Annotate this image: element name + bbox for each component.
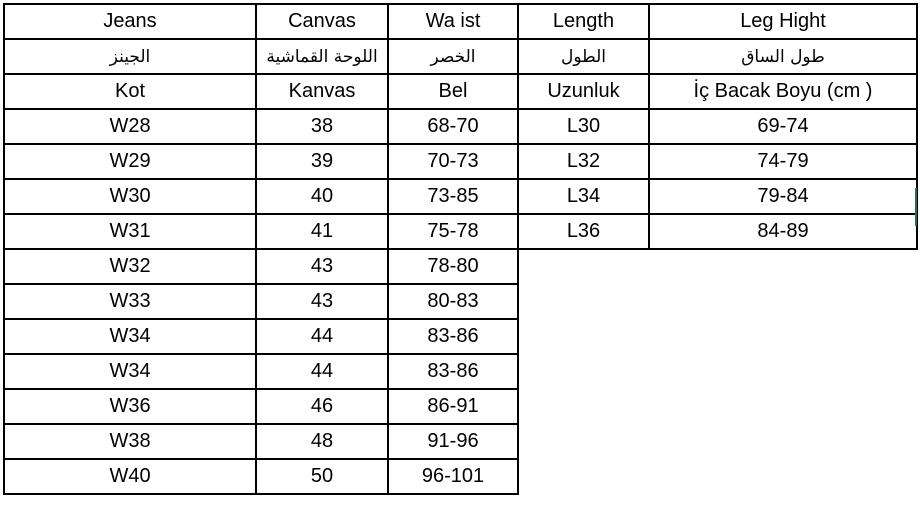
table-row: W28 38 68-70 L30 69-74 <box>3 108 918 145</box>
cell-length[interactable]: Length <box>517 3 650 40</box>
empty-cell[interactable] <box>518 249 649 284</box>
empty-cell[interactable] <box>518 459 649 494</box>
table-row: W34 44 83-86 <box>3 353 917 390</box>
empty-cell[interactable] <box>649 389 917 424</box>
table-row: W29 39 70-73 L32 74-79 <box>3 143 918 180</box>
cell-canvas[interactable]: 38 <box>255 108 389 145</box>
empty-cell[interactable] <box>518 424 649 459</box>
cell-jeans[interactable]: Jeans <box>3 3 257 40</box>
header-row: Jeans Canvas Wa ist Length Leg Hight <box>3 3 918 40</box>
table-row: W40 50 96-101 <box>3 458 917 495</box>
cell-leg-height[interactable]: 79-84 <box>648 178 918 215</box>
cell-waist[interactable]: 73-85 <box>387 178 519 215</box>
cell-canvas[interactable]: Canvas <box>255 3 389 40</box>
table-row: W36 46 86-91 <box>3 388 917 425</box>
cell-jeans[interactable]: W29 <box>3 143 257 180</box>
empty-cell[interactable] <box>518 284 649 319</box>
empty-cell[interactable] <box>649 424 917 459</box>
cell-waist[interactable]: 68-70 <box>387 108 519 145</box>
cell-leg-height[interactable]: 74-79 <box>648 143 918 180</box>
cell-leg-height[interactable]: طول الساق <box>648 38 918 75</box>
cell-length[interactable]: L34 <box>517 178 650 215</box>
empty-cell[interactable] <box>649 284 917 319</box>
cell-canvas[interactable]: 43 <box>255 248 389 285</box>
cell-jeans[interactable]: الجينز <box>3 38 257 75</box>
cell-length[interactable]: L32 <box>517 143 650 180</box>
cell-waist[interactable]: 83-86 <box>387 318 519 355</box>
header-row: Kot Kanvas Bel Uzunluk İç Bacak Boyu (cm ) <box>3 73 918 110</box>
cell-jeans[interactable]: W34 <box>3 318 257 355</box>
cell-canvas[interactable]: 44 <box>255 353 389 390</box>
cell-jeans[interactable]: W33 <box>3 283 257 320</box>
cell-jeans[interactable]: W40 <box>3 458 257 495</box>
empty-cell[interactable] <box>649 319 917 354</box>
cell-waist[interactable]: 86-91 <box>387 388 519 425</box>
cell-jeans[interactable]: W38 <box>3 423 257 460</box>
cell-selection-indicator <box>915 188 917 226</box>
table-row: W34 44 83-86 <box>3 318 917 355</box>
empty-cell[interactable] <box>518 389 649 424</box>
table-row: W33 43 80-83 <box>3 283 917 320</box>
table-row: W38 48 91-96 <box>3 423 917 460</box>
table-row: W31 41 75-78 L36 84-89 <box>3 213 918 250</box>
cell-leg-height[interactable]: İç Bacak Boyu (cm ) <box>648 73 918 110</box>
cell-jeans[interactable]: W30 <box>3 178 257 215</box>
cell-jeans[interactable]: W32 <box>3 248 257 285</box>
cell-waist[interactable]: 75-78 <box>387 213 519 250</box>
size-chart-table: Jeans Canvas Wa ist Length Leg Hight الجينز ال… <box>3 3 918 495</box>
empty-cell[interactable] <box>518 354 649 389</box>
cell-length[interactable]: الطول <box>517 38 650 75</box>
cell-length[interactable]: Uzunluk <box>517 73 650 110</box>
cell-waist[interactable]: الخصر <box>387 38 519 75</box>
cell-canvas[interactable]: Kanvas <box>255 73 389 110</box>
cell-waist[interactable]: 70-73 <box>387 143 519 180</box>
cell-leg-height[interactable]: Leg Hight <box>648 3 918 40</box>
cell-leg-height[interactable]: 69-74 <box>648 108 918 145</box>
cell-waist[interactable]: Bel <box>387 73 519 110</box>
empty-cell[interactable] <box>649 459 917 494</box>
cell-length[interactable]: L36 <box>517 213 650 250</box>
table-row: W32 43 78-80 <box>3 248 917 285</box>
cell-canvas[interactable]: 44 <box>255 318 389 355</box>
cell-canvas[interactable]: 43 <box>255 283 389 320</box>
cell-waist[interactable]: 80-83 <box>387 283 519 320</box>
cell-waist[interactable]: 83-86 <box>387 353 519 390</box>
cell-canvas[interactable]: 40 <box>255 178 389 215</box>
cell-jeans[interactable]: W34 <box>3 353 257 390</box>
cell-waist[interactable]: 96-101 <box>387 458 519 495</box>
cell-canvas[interactable]: 39 <box>255 143 389 180</box>
empty-cell[interactable] <box>649 249 917 284</box>
cell-waist[interactable]: Wa ist <box>387 3 519 40</box>
cell-jeans[interactable]: Kot <box>3 73 257 110</box>
cell-waist[interactable]: 78-80 <box>387 248 519 285</box>
cell-canvas[interactable]: 41 <box>255 213 389 250</box>
empty-cell[interactable] <box>518 319 649 354</box>
cell-jeans[interactable]: W36 <box>3 388 257 425</box>
cell-canvas[interactable]: اللوحة القماشية <box>255 38 389 75</box>
header-row: الجينز اللوحة القماشية الخصر الطول طول الساق <box>3 38 918 75</box>
cell-jeans[interactable]: W28 <box>3 108 257 145</box>
cell-canvas[interactable]: 50 <box>255 458 389 495</box>
cell-canvas[interactable]: 48 <box>255 423 389 460</box>
cell-leg-height[interactable]: 84-89 <box>648 213 918 250</box>
cell-length[interactable]: L30 <box>517 108 650 145</box>
cell-jeans[interactable]: W31 <box>3 213 257 250</box>
cell-canvas[interactable]: 46 <box>255 388 389 425</box>
empty-cell[interactable] <box>649 354 917 389</box>
table-row: W30 40 73-85 L34 79-84 <box>3 178 918 215</box>
cell-waist[interactable]: 91-96 <box>387 423 519 460</box>
